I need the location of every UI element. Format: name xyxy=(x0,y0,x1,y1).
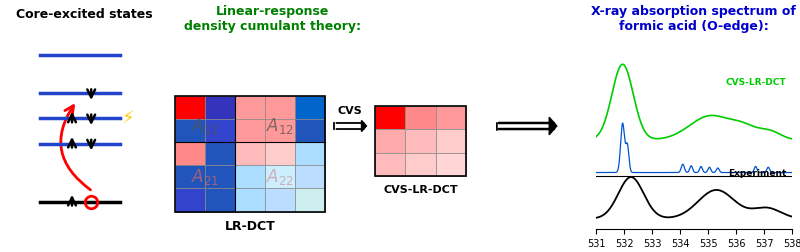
Bar xyxy=(406,129,436,153)
Bar xyxy=(295,142,326,165)
Text: ⚡: ⚡ xyxy=(122,109,134,128)
Bar xyxy=(265,188,295,212)
Text: $A_{11}$: $A_{11}$ xyxy=(190,116,218,136)
Bar xyxy=(406,153,436,176)
Text: $A_{22}$: $A_{22}$ xyxy=(266,167,294,187)
Bar xyxy=(205,188,235,212)
Polygon shape xyxy=(362,120,366,132)
Bar xyxy=(374,106,466,176)
Bar xyxy=(374,129,406,153)
Bar xyxy=(265,119,295,142)
Bar xyxy=(295,119,326,142)
Bar xyxy=(174,188,205,212)
Bar xyxy=(295,188,326,212)
Bar xyxy=(295,165,326,188)
Bar xyxy=(205,96,235,119)
Text: Experiment: Experiment xyxy=(728,169,786,178)
Bar xyxy=(436,129,466,153)
Bar xyxy=(205,165,235,188)
Bar xyxy=(406,106,436,129)
Text: CVS: CVS xyxy=(338,106,362,116)
Text: $A_{12}$: $A_{12}$ xyxy=(266,116,294,136)
Bar xyxy=(235,119,265,142)
Bar xyxy=(205,142,235,165)
Bar xyxy=(374,153,406,176)
Bar xyxy=(174,96,326,212)
Text: X-ray absorption spectrum of
formic acid (O-edge):: X-ray absorption spectrum of formic acid… xyxy=(591,5,796,33)
Bar xyxy=(295,96,326,119)
Bar xyxy=(235,165,265,188)
Text: $A_{21}$: $A_{21}$ xyxy=(190,167,218,187)
Bar xyxy=(436,106,466,129)
Bar xyxy=(235,96,265,119)
Polygon shape xyxy=(550,117,557,135)
Bar xyxy=(174,165,205,188)
Bar xyxy=(174,96,205,119)
Bar xyxy=(205,119,235,142)
Bar xyxy=(265,165,295,188)
Bar xyxy=(374,106,406,129)
Bar xyxy=(265,142,295,165)
FancyArrowPatch shape xyxy=(61,106,90,190)
Text: Linear-response
density cumulant theory:: Linear-response density cumulant theory: xyxy=(185,5,362,33)
Text: LR-DCT: LR-DCT xyxy=(225,220,275,234)
Bar xyxy=(174,142,205,165)
Bar xyxy=(235,142,265,165)
Text: CVS-LR-DCT: CVS-LR-DCT xyxy=(383,185,458,195)
Bar xyxy=(265,96,295,119)
Bar xyxy=(235,188,265,212)
Bar xyxy=(436,153,466,176)
Text: CVS-LR-DCT: CVS-LR-DCT xyxy=(726,78,786,87)
Text: Core-excited states: Core-excited states xyxy=(17,8,153,21)
Bar xyxy=(174,119,205,142)
